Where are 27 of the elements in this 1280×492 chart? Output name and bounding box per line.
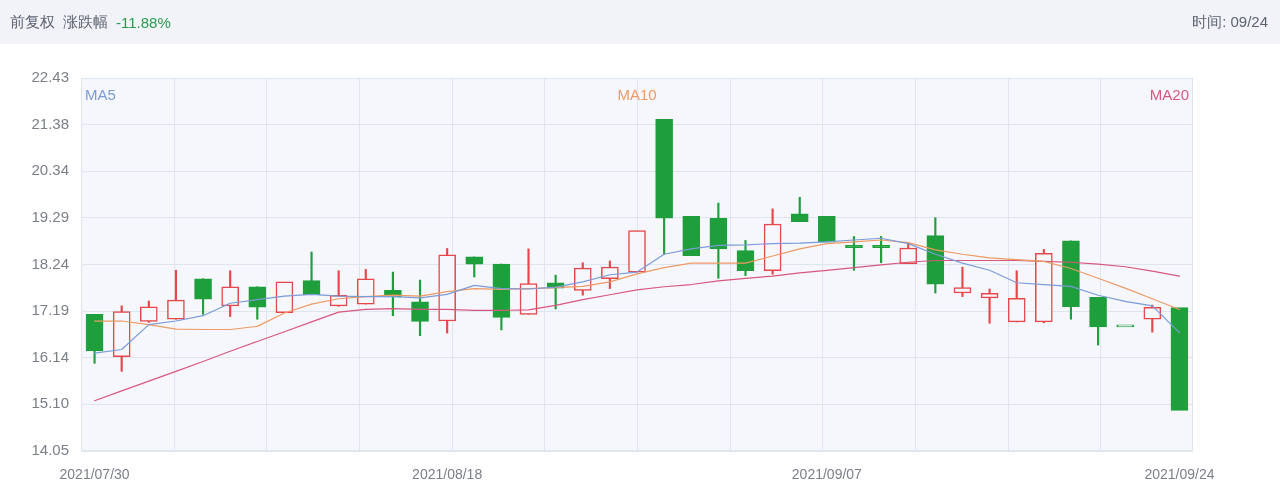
- text: 时间: 09/24: [1192, 12, 1268, 32]
- x-tick-label: 2021/07/30: [59, 466, 130, 483]
- text: MA10: [617, 86, 657, 104]
- candlestick: [275, 281, 294, 313]
- y-tick-label: 18.24: [31, 254, 69, 272]
- text: MA20: [1149, 86, 1189, 104]
- candlestick: [628, 230, 646, 273]
- candlestick: [818, 216, 836, 243]
- x-tick-label: 2021/09/24: [1144, 466, 1215, 483]
- y-tick-label: 17.19: [31, 301, 69, 319]
- x-tick-label: 2021/08/18: [412, 466, 483, 483]
- candlestick: [1170, 307, 1189, 411]
- text: -11.88%: [116, 13, 171, 31]
- chart-title: 前复权: [10, 12, 55, 32]
- y-tick-label: 15.10: [31, 394, 69, 412]
- y-tick-label: 22.43: [31, 68, 69, 86]
- candlestick: [1116, 324, 1135, 328]
- text: MA5: [85, 86, 116, 104]
- y-tick-label: 19.29: [31, 207, 69, 225]
- y-tick-label: 21.38: [31, 114, 69, 132]
- candlestick: [953, 266, 972, 297]
- y-tick-label: 14.05: [31, 441, 69, 459]
- y-tick-label: 16.14: [31, 348, 69, 366]
- text: 涨跌幅: [63, 12, 108, 32]
- x-tick-label: 2021/09/07: [791, 466, 863, 483]
- candlestick: [682, 216, 701, 256]
- y-tick-label: 20.34: [31, 161, 69, 179]
